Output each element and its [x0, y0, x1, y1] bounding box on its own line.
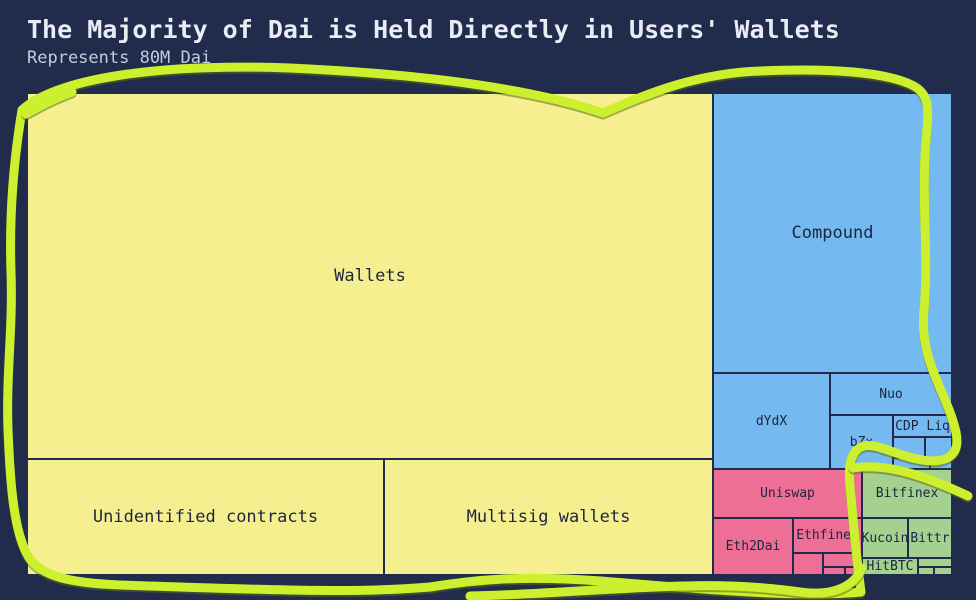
cell-unidentified-contracts: Unidentified contracts [27, 459, 384, 575]
chart-title: The Majority of Dai is Held Directly in … [27, 15, 840, 44]
chart-header: The Majority of Dai is Held Directly in … [27, 14, 840, 68]
cell-blue-small-4 [930, 458, 952, 469]
cell-compound: Compound [713, 93, 952, 373]
cell-cdp-liq: CDP Liq [893, 415, 952, 437]
cell-green-small-2 [918, 567, 934, 575]
cell-pink-small-3 [823, 567, 845, 575]
cell-bitfinex: Bitfinex [862, 469, 952, 518]
cell-multisig-wallets: Multisig wallets [384, 459, 713, 575]
cell-bzx: bZx [830, 415, 893, 469]
cell-eth2dai: Eth2Dai [713, 518, 793, 575]
cell-hitbtc: HitBTC [862, 558, 918, 575]
cell-pink-small-1 [793, 553, 823, 575]
cell-green-small-3 [934, 567, 952, 575]
cell-pink-small-4 [845, 567, 862, 575]
cell-wallets: Wallets [27, 93, 713, 459]
cell-blue-small-2 [925, 437, 952, 458]
cell-uniswap: Uniswap [713, 469, 862, 518]
cell-ethfinex: Ethfinex [793, 518, 862, 553]
cell-bittr: Bittr [908, 518, 952, 558]
treemap-chart: Wallets Unidentified contracts Multisig wa… [25, 91, 954, 577]
cell-blue-small-1 [893, 437, 925, 458]
chart-subtitle: Represents 80M Dai [27, 48, 212, 69]
cell-blue-small-3 [893, 458, 930, 469]
cell-nuo: Nuo [830, 373, 952, 415]
cell-kucoin: Kucoin [862, 518, 908, 558]
cell-pink-small-2 [823, 553, 862, 567]
cell-green-small-1 [918, 558, 952, 567]
cell-dydx: dYdX [713, 373, 830, 469]
